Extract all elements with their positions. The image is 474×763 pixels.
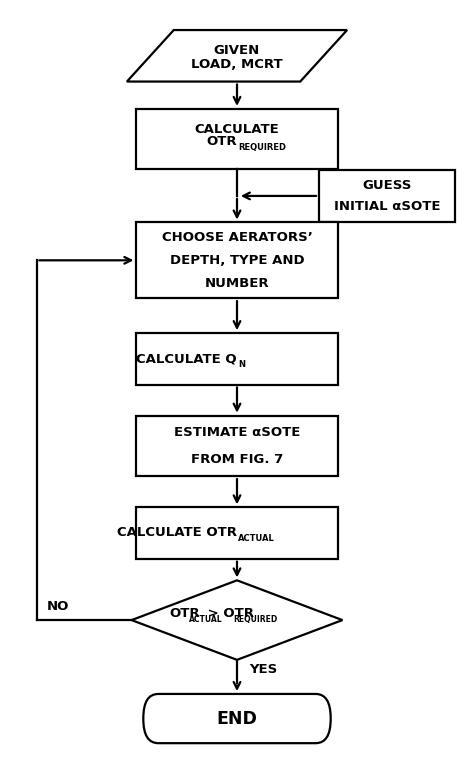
Polygon shape <box>132 581 342 660</box>
Text: NO: NO <box>46 600 69 613</box>
Text: LOAD, MCRT: LOAD, MCRT <box>191 59 283 72</box>
Bar <box>137 416 337 476</box>
Text: N: N <box>238 359 245 369</box>
Text: NUMBER: NUMBER <box>205 276 269 289</box>
FancyBboxPatch shape <box>143 694 331 743</box>
Text: CALCULATE OTR: CALCULATE OTR <box>117 526 237 539</box>
Bar <box>137 333 337 385</box>
Text: GIVEN: GIVEN <box>214 44 260 57</box>
Text: ACTUAL: ACTUAL <box>189 616 223 624</box>
Text: CALCULATE Q: CALCULATE Q <box>137 353 237 365</box>
Text: YES: YES <box>249 663 277 676</box>
Text: ESTIMATE αSOTE: ESTIMATE αSOTE <box>174 426 300 439</box>
Bar <box>137 507 337 559</box>
Text: GUESS: GUESS <box>362 179 411 192</box>
Text: ACTUAL: ACTUAL <box>238 534 275 542</box>
Bar <box>137 223 337 298</box>
Text: REQUIRED: REQUIRED <box>233 616 277 624</box>
Polygon shape <box>127 30 347 82</box>
Text: OTR: OTR <box>206 135 237 148</box>
Text: OTR: OTR <box>170 607 200 620</box>
Text: REQUIRED: REQUIRED <box>238 143 286 152</box>
Bar <box>319 170 455 222</box>
Text: CALCULATE: CALCULATE <box>195 123 279 136</box>
Text: END: END <box>217 710 257 728</box>
Bar <box>137 109 337 169</box>
Text: DEPTH, TYPE AND: DEPTH, TYPE AND <box>170 254 304 267</box>
Text: CHOOSE AERATORS’: CHOOSE AERATORS’ <box>162 231 312 244</box>
Text: INITIAL αSOTE: INITIAL αSOTE <box>334 200 440 213</box>
Text: > OTR: > OTR <box>203 607 254 620</box>
Text: FROM FIG. 7: FROM FIG. 7 <box>191 453 283 466</box>
